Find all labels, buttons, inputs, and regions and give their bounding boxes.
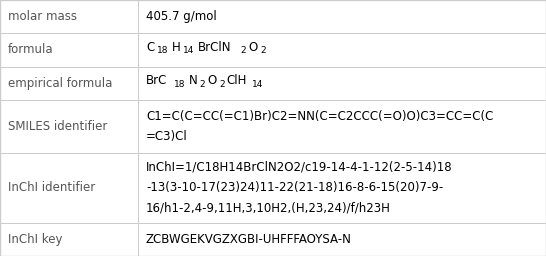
Text: =C3)Cl: =C3)Cl	[146, 130, 188, 143]
Text: ClH: ClH	[226, 74, 247, 87]
Text: 18: 18	[157, 47, 168, 56]
Bar	[0, 223, 138, 256]
Text: 14: 14	[183, 47, 194, 56]
Text: 2: 2	[200, 80, 205, 89]
Bar	[138, 153, 546, 223]
Text: 14: 14	[252, 80, 264, 89]
Bar	[138, 223, 546, 256]
Bar	[0, 33, 138, 67]
Bar	[0, 100, 138, 153]
Text: 2: 2	[241, 47, 246, 56]
Text: empirical formula: empirical formula	[8, 77, 112, 90]
Text: BrClN: BrClN	[198, 41, 231, 54]
Bar	[138, 100, 546, 153]
Text: 405.7 g/mol: 405.7 g/mol	[146, 10, 217, 23]
Text: formula: formula	[8, 44, 54, 57]
Text: SMILES identifier: SMILES identifier	[8, 120, 108, 133]
Text: InChI identifier: InChI identifier	[8, 181, 95, 194]
Text: 16/h1-2,4-9,11H,3,10H2,(H,23,24)/f/h23H: 16/h1-2,4-9,11H,3,10H2,(H,23,24)/f/h23H	[146, 201, 391, 215]
Bar	[0, 67, 138, 100]
Text: -13(3-10-17(23)24)11-22(21-18)16-8-6-15(20)7-9-: -13(3-10-17(23)24)11-22(21-18)16-8-6-15(…	[146, 181, 443, 194]
Text: 2: 2	[219, 80, 224, 89]
Text: C1=C(C=CC(=C1)Br)C2=NN(C=C2CCC(=O)O)C3=CC=C(C: C1=C(C=CC(=C1)Br)C2=NN(C=C2CCC(=O)O)C3=C…	[146, 110, 494, 123]
Bar	[0, 153, 138, 223]
Text: O: O	[207, 74, 216, 87]
Text: 18: 18	[174, 80, 185, 89]
Text: H: H	[171, 41, 180, 54]
Text: N: N	[188, 74, 197, 87]
Bar	[138, 33, 546, 67]
Bar	[0, 0, 138, 33]
Text: BrC: BrC	[146, 74, 168, 87]
Text: InChI=1/C18H14BrClN2O2/c19-14-4-1-12(2-5-14)18: InChI=1/C18H14BrClN2O2/c19-14-4-1-12(2-5…	[146, 161, 453, 174]
Text: O: O	[248, 41, 257, 54]
Text: molar mass: molar mass	[8, 10, 77, 23]
Bar	[138, 67, 546, 100]
Text: C: C	[146, 41, 155, 54]
Bar	[138, 0, 546, 33]
Text: 2: 2	[260, 47, 265, 56]
Text: ZCBWGEKVGZXGBI-UHFFFAOYSA-N: ZCBWGEKVGZXGBI-UHFFFAOYSA-N	[146, 233, 352, 246]
Text: InChI key: InChI key	[8, 233, 62, 246]
